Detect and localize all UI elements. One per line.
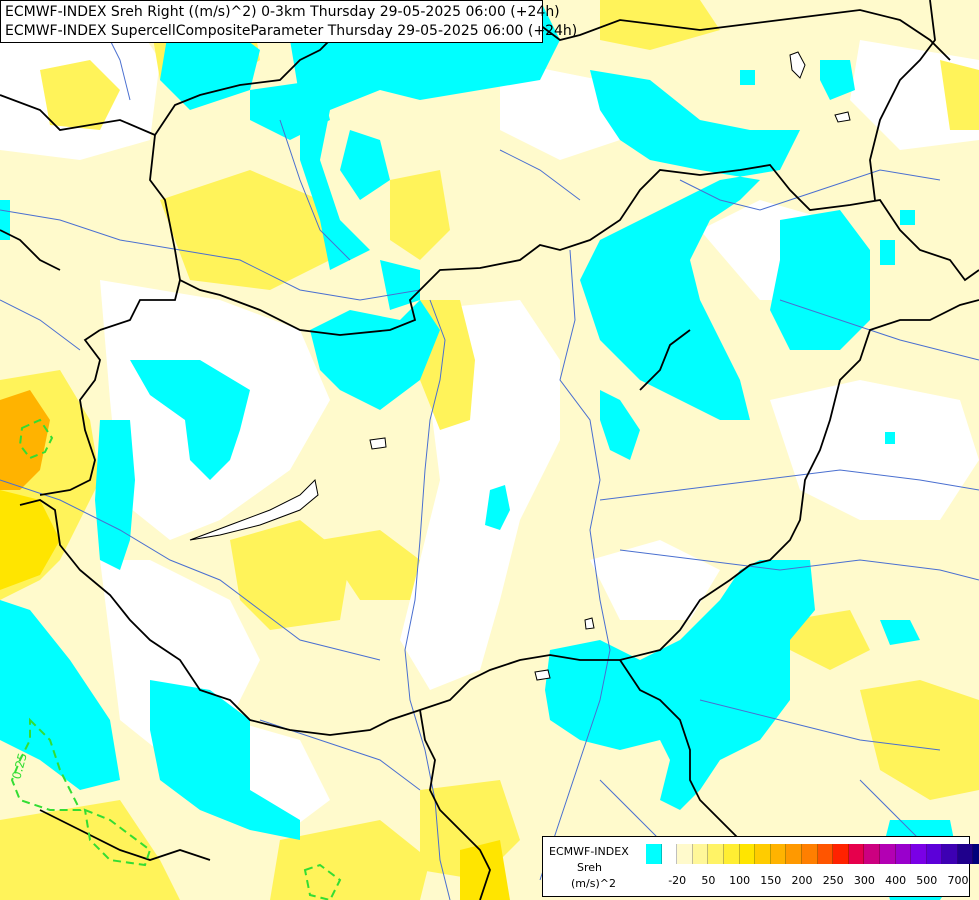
legend-tick-label: 400 bbox=[885, 874, 907, 887]
sreh-orange-regions bbox=[0, 390, 510, 900]
legend-swatch bbox=[677, 844, 693, 864]
legend-tick-label: -20 bbox=[668, 874, 687, 887]
legend-swatch bbox=[926, 844, 943, 864]
legend-swatch bbox=[770, 844, 787, 864]
legend-swatch bbox=[755, 844, 771, 864]
legend-swatch bbox=[942, 844, 958, 864]
legend-swatch bbox=[801, 844, 818, 864]
legend-swatch bbox=[911, 844, 927, 864]
legend-tick-label: 250 bbox=[822, 874, 844, 887]
legend-swatch bbox=[646, 844, 662, 864]
legend-swatch bbox=[864, 844, 880, 864]
legend-swatch bbox=[973, 844, 979, 864]
legend-swatch bbox=[708, 844, 724, 864]
legend-variable: Sreh bbox=[577, 861, 603, 874]
title-line-scp: ECMWF-INDEX SupercellCompositeParameter … bbox=[5, 23, 578, 39]
legend-tick-label: 300 bbox=[853, 874, 875, 887]
legend-swatches bbox=[646, 844, 979, 864]
legend-tick-label: 50 bbox=[701, 874, 716, 887]
scp-contours bbox=[10, 418, 342, 900]
legend-tick-label: 150 bbox=[760, 874, 782, 887]
legend-swatch bbox=[895, 844, 912, 864]
title-line-sreh: ECMWF-INDEX Sreh Right ((m/s)^2) 0-3km T… bbox=[5, 4, 560, 20]
legend-tick-label: 500 bbox=[916, 874, 938, 887]
legend-swatch bbox=[848, 844, 865, 864]
legend-swatch bbox=[739, 844, 756, 864]
legend-swatch bbox=[879, 844, 896, 864]
legend-swatch bbox=[957, 844, 974, 864]
legend-swatch bbox=[786, 844, 802, 864]
legend-swatch bbox=[661, 844, 678, 864]
legend-tick-label: 700 bbox=[947, 874, 969, 887]
scp-contour-label: 0.25 bbox=[9, 751, 29, 780]
map-title-box: ECMWF-INDEX Sreh Right ((m/s)^2) 0-3km T… bbox=[0, 0, 578, 43]
legend-tick-label: 200 bbox=[791, 874, 813, 887]
legend-swatch bbox=[817, 844, 834, 864]
color-legend: ECMWF-INDEX Sreh (m/s)^2 -20 50 100 150 200 2… bbox=[542, 836, 979, 897]
legend-unit: (m/s)^2 bbox=[571, 877, 616, 890]
legend-swatch bbox=[833, 844, 849, 864]
lakes bbox=[189, 51, 851, 681]
legend-swatch bbox=[692, 844, 709, 864]
legend-model-name: ECMWF-INDEX bbox=[549, 845, 629, 858]
legend-swatch bbox=[723, 844, 740, 864]
legend-tick-label: 100 bbox=[729, 874, 751, 887]
